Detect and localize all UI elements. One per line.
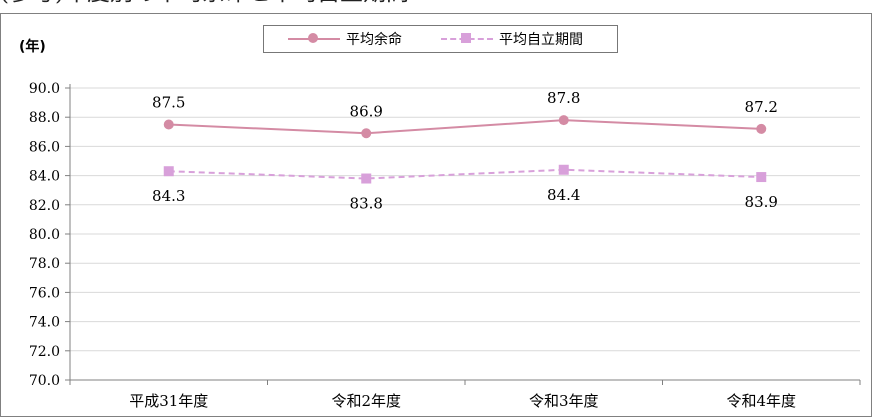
x-tick-label: 令和2年度: [331, 392, 401, 410]
chart-legend: 平均余命 平均自立期間: [263, 25, 618, 53]
y-axis-unit-label: (年): [19, 39, 46, 55]
data-point-square: [163, 166, 174, 177]
x-tick-label: 令和4年度: [726, 392, 796, 410]
data-point-circle: [163, 119, 174, 130]
chart-frame: [0, 13, 872, 417]
series-line-2: [168, 168, 762, 180]
y-tick-label: 72.0: [29, 344, 60, 360]
data-point-square: [361, 173, 372, 184]
legend-circle-marker-icon: [288, 32, 340, 46]
data-label: 87.8: [547, 89, 580, 107]
data-label: 84.4: [547, 186, 580, 204]
y-tick-label: 78.0: [29, 256, 60, 272]
y-tick-label: 80.0: [29, 227, 60, 243]
y-tick-label: 88.0: [29, 110, 60, 126]
data-label: 84.3: [152, 187, 185, 205]
data-point-square: [756, 172, 767, 183]
y-tick-label: 82.0: [29, 198, 60, 214]
y-tick-label: 70.0: [29, 373, 60, 389]
legend-item-life-expectancy: 平均余命: [288, 26, 402, 52]
y-tick-label: 90.0: [29, 81, 60, 97]
data-point-circle: [361, 128, 372, 139]
data-label: 83.8: [350, 195, 383, 213]
data-label: 87.5: [152, 94, 185, 112]
data-label: 83.9: [745, 193, 778, 211]
y-tick-label: 86.0: [29, 139, 60, 155]
legend-square-marker-icon: [441, 32, 493, 46]
y-tick-label: 84.0: [29, 169, 60, 185]
x-tick-label: 平成31年度: [129, 392, 208, 410]
data-point-square: [558, 164, 569, 175]
y-tick-label: 74.0: [29, 315, 60, 331]
data-label: 86.9: [350, 102, 383, 120]
legend-item-independent-period: 平均自立期間: [441, 26, 583, 52]
legend-label-independent-period: 平均自立期間: [499, 32, 583, 48]
data-label: 87.2: [745, 98, 778, 116]
legend-label-life-expectancy: 平均余命: [346, 32, 402, 48]
y-tick-label: 76.0: [29, 285, 60, 301]
data-point-circle: [558, 115, 569, 126]
series-line-1: [168, 119, 762, 135]
x-tick-label: 令和3年度: [529, 392, 599, 410]
data-point-circle: [756, 123, 767, 134]
chart-heading: (参考)年度別の平均余命と平均自立期間: [0, 0, 409, 8]
